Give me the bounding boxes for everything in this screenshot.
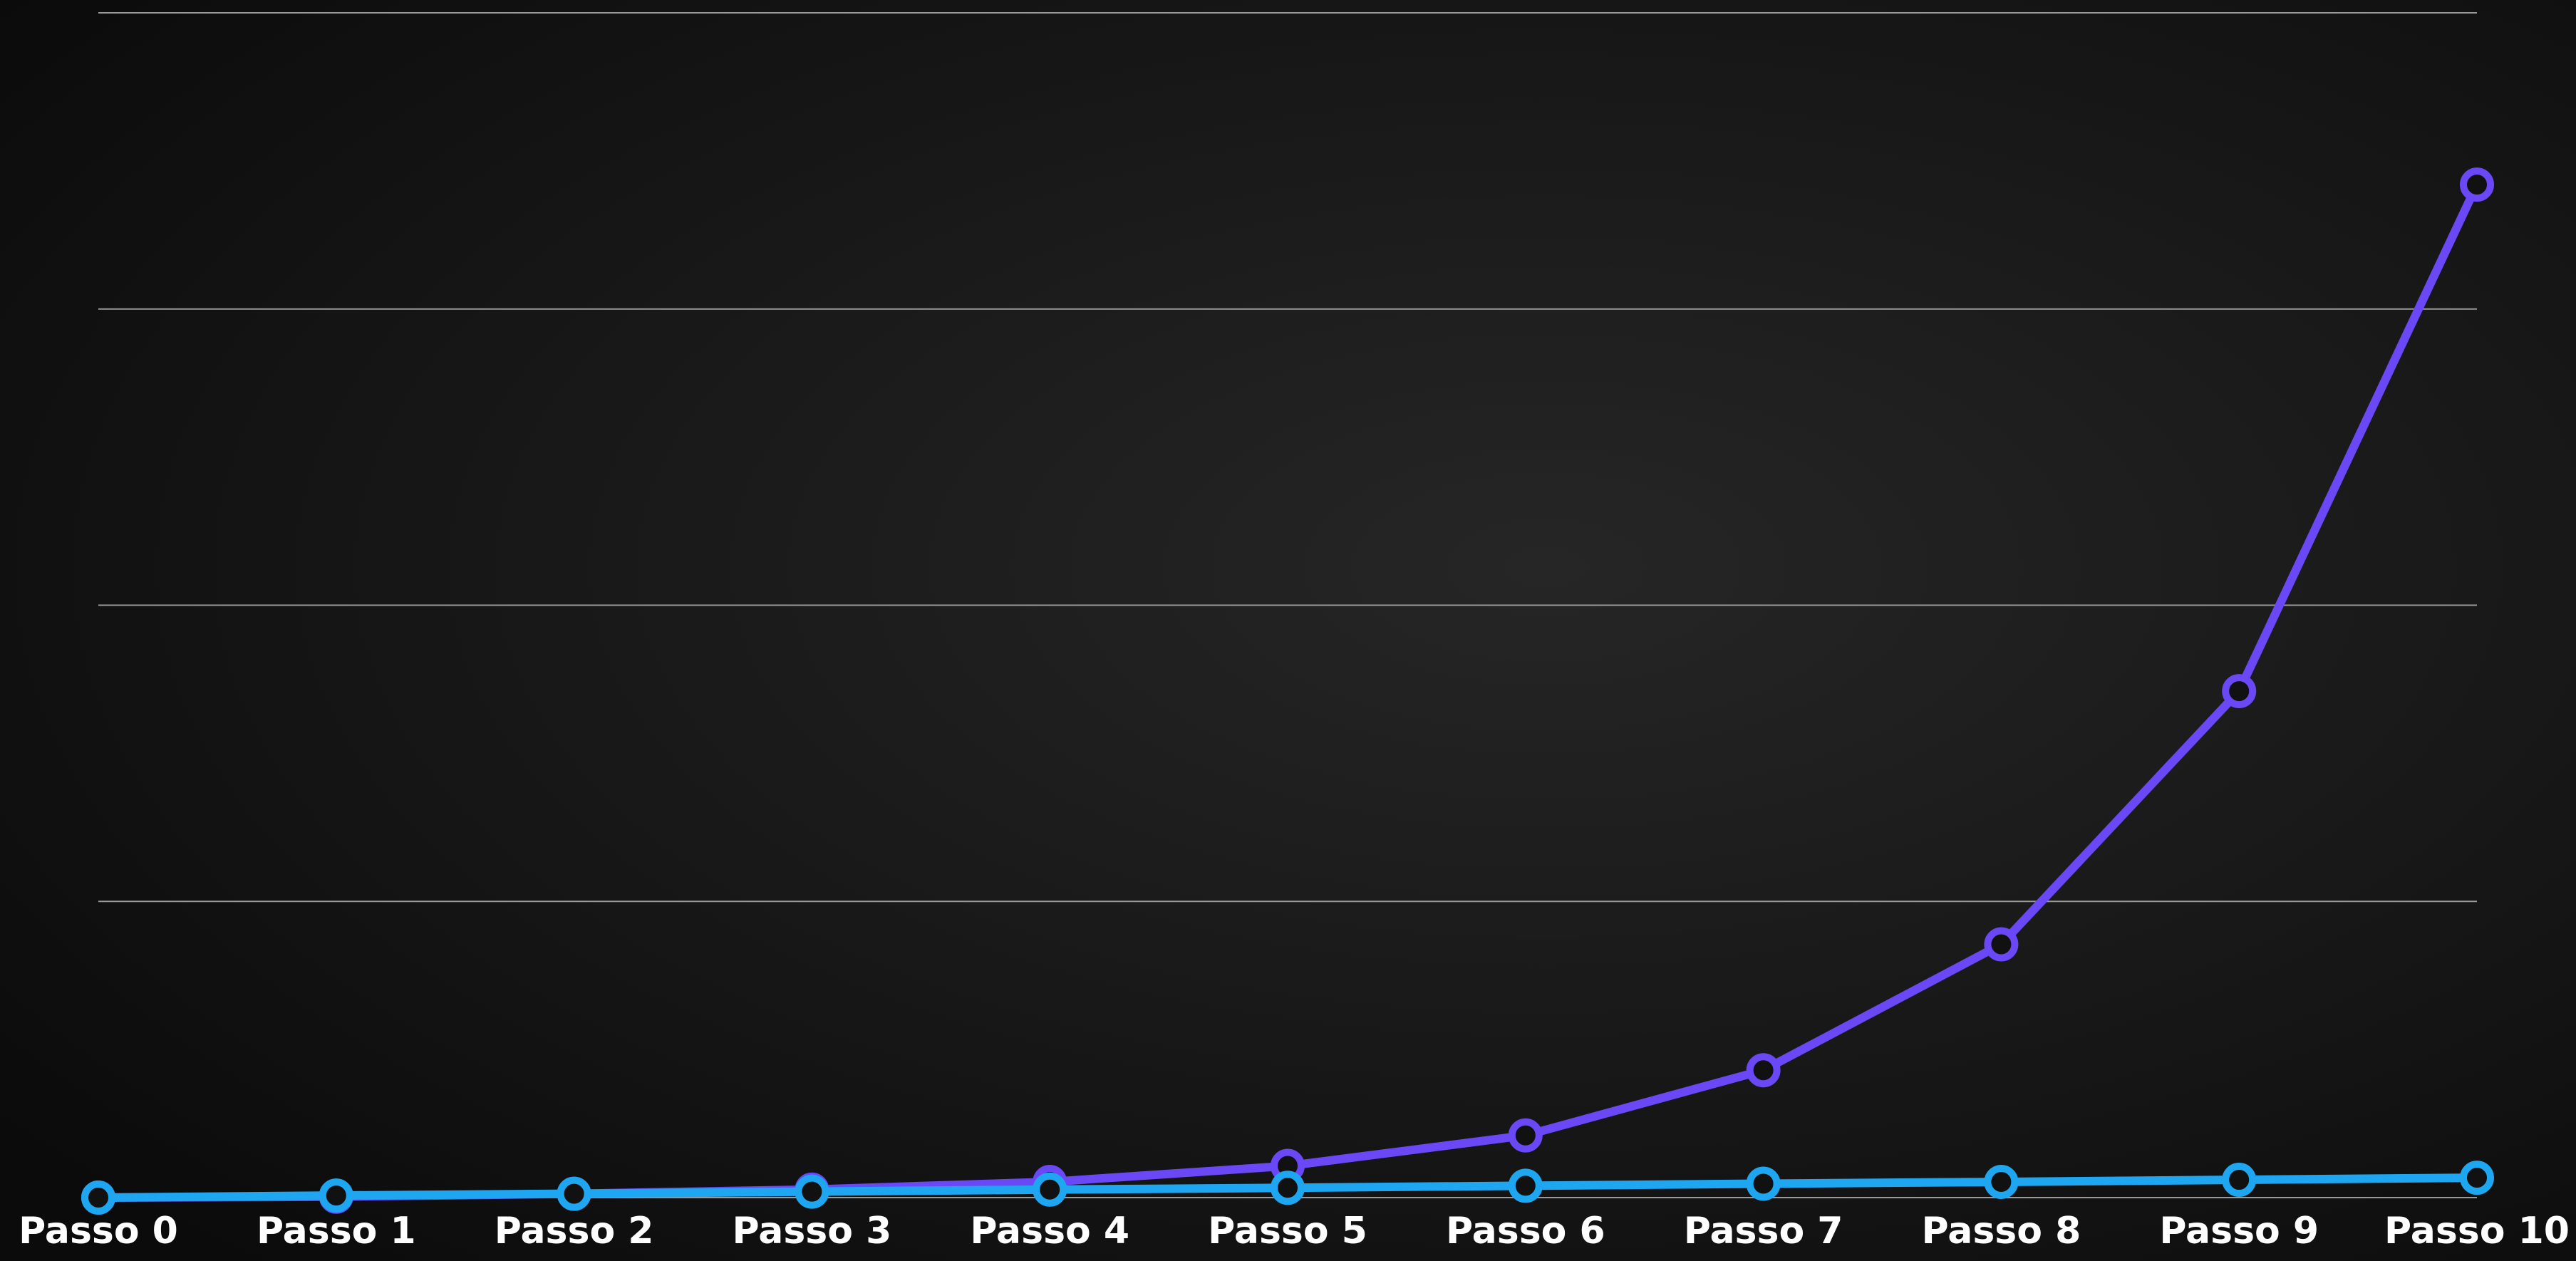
point-marker bbox=[1984, 1164, 2019, 1199]
x-tick-label: Passo 4 bbox=[970, 1210, 1129, 1252]
point-marker bbox=[1746, 1166, 1781, 1201]
x-tick-label: Passo 8 bbox=[1922, 1210, 2081, 1252]
x-tick-label: Passo 3 bbox=[733, 1210, 892, 1252]
point-marker bbox=[1746, 1053, 1781, 1088]
point-marker bbox=[1271, 1171, 1305, 1205]
point-marker bbox=[795, 1174, 829, 1209]
x-tick-label: Passo 10 bbox=[2384, 1210, 2570, 1252]
point-marker bbox=[1984, 927, 2019, 962]
x-tick-label: Passo 1 bbox=[257, 1210, 416, 1252]
x-tick-label: Passo 9 bbox=[2159, 1210, 2319, 1252]
point-marker bbox=[1508, 1118, 1543, 1153]
point-marker bbox=[1508, 1168, 1543, 1203]
point-marker bbox=[2460, 1161, 2494, 1195]
x-tick-label: Passo 0 bbox=[19, 1210, 178, 1252]
point-marker bbox=[1033, 1172, 1067, 1207]
x-tick-label: Passo 6 bbox=[1446, 1210, 1605, 1252]
point-marker bbox=[2222, 1163, 2257, 1198]
point-marker bbox=[2460, 167, 2494, 202]
point-marker bbox=[557, 1176, 591, 1211]
point-marker bbox=[319, 1178, 353, 1213]
x-tick-label: Passo 7 bbox=[1684, 1210, 1843, 1252]
x-tick-label: Passo 2 bbox=[495, 1210, 654, 1252]
point-marker bbox=[81, 1180, 115, 1215]
x-tick-label: Passo 5 bbox=[1208, 1210, 1367, 1252]
point-marker bbox=[2222, 674, 2257, 709]
